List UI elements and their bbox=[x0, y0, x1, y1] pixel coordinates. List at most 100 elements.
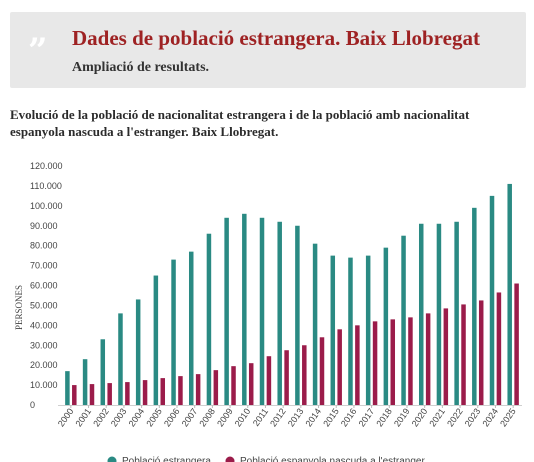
bar-estrangera bbox=[454, 221, 459, 405]
x-tick-label: 2002 bbox=[91, 406, 111, 428]
bar-espanyola bbox=[72, 385, 77, 405]
y-tick-label: 70.000 bbox=[30, 261, 58, 271]
bar-estrangera bbox=[135, 299, 141, 405]
bar-espanyola bbox=[319, 337, 325, 405]
bar-espanyola bbox=[142, 380, 148, 405]
bar-estrangera bbox=[100, 339, 106, 405]
header-box: ” Dades de població estrangera. Baix Llo… bbox=[10, 12, 526, 88]
bar-espanyola bbox=[231, 366, 236, 405]
bar-espanyola bbox=[408, 317, 413, 405]
y-tick-label: 30.000 bbox=[30, 340, 58, 350]
bar-espanyola bbox=[195, 374, 201, 405]
page-subtitle: Ampliació de resultats. bbox=[72, 60, 210, 75]
x-tick-label: 2001 bbox=[73, 406, 93, 428]
bar-estrangera bbox=[489, 195, 495, 405]
bar-espanyola bbox=[266, 356, 272, 405]
y-tick-label: 80.000 bbox=[30, 241, 58, 251]
x-tick-label: 2010 bbox=[233, 406, 253, 428]
bar-chart: 0 10.000 20.000 30.000 40.000 50.000 60.000 70.… bbox=[14, 161, 522, 462]
bar-estrangera bbox=[171, 259, 176, 405]
bar-estrangera bbox=[188, 251, 194, 405]
quote-icon: ” bbox=[28, 31, 48, 71]
y-tick-label: 100.000 bbox=[30, 201, 63, 211]
bar-estrangera bbox=[295, 225, 300, 405]
x-tick-label: 2003 bbox=[109, 406, 129, 428]
x-tick-label: 2005 bbox=[144, 406, 164, 428]
legend-marker bbox=[107, 456, 117, 462]
x-tick-label: 2019 bbox=[392, 406, 412, 428]
x-tick-label: 2018 bbox=[374, 406, 394, 428]
y-tick-label: 110.000 bbox=[30, 181, 62, 191]
bar-espanyola bbox=[443, 308, 449, 405]
legend-label: Població espanyola nascuda a l'estranger bbox=[240, 456, 425, 462]
bar-espanyola bbox=[160, 378, 166, 405]
bar-espanyola bbox=[478, 300, 484, 405]
x-tick-label: 2008 bbox=[197, 406, 217, 428]
y-axis-label: PERSONES bbox=[14, 285, 24, 330]
bar-estrangera bbox=[312, 243, 318, 405]
bar-estrangera bbox=[401, 235, 406, 405]
legend-label: Població estrangera bbox=[122, 456, 211, 462]
x-tick-label: 2004 bbox=[127, 406, 147, 428]
x-tick-label: 2012 bbox=[268, 406, 288, 428]
bar-espanyola bbox=[390, 319, 396, 405]
x-tick-label: 2007 bbox=[180, 406, 200, 428]
y-tick-label: 60.000 bbox=[30, 281, 58, 291]
x-tick-label: 2011 bbox=[251, 406, 270, 428]
bar-espanyola bbox=[284, 350, 289, 405]
bar-espanyola bbox=[355, 325, 360, 405]
bar-estrangera bbox=[472, 207, 477, 405]
bar-espanyola bbox=[337, 329, 342, 405]
y-tick-label: 0 bbox=[30, 400, 35, 410]
y-tick-label: 10.000 bbox=[30, 380, 58, 390]
bar-estrangera bbox=[82, 359, 88, 405]
bar-espanyola bbox=[213, 370, 219, 405]
bar-estrangera bbox=[153, 275, 159, 405]
bar-estrangera bbox=[436, 223, 442, 405]
bar-espanyola bbox=[461, 304, 466, 405]
x-tick-label: 2009 bbox=[215, 406, 235, 428]
x-tick-label: 2016 bbox=[339, 406, 359, 428]
bar-espanyola bbox=[178, 376, 183, 405]
bar-espanyola bbox=[514, 283, 519, 405]
bar-estrangera bbox=[330, 255, 336, 405]
bar-estrangera bbox=[348, 257, 353, 405]
bar-espanyola bbox=[248, 363, 254, 405]
bar-estrangera bbox=[418, 223, 424, 405]
y-tick-label: 40.000 bbox=[30, 320, 58, 330]
bar-estrangera bbox=[365, 255, 371, 405]
chart-title: Evolució de la població de nacionalitat … bbox=[10, 107, 470, 139]
x-tick-label: 2013 bbox=[286, 406, 306, 428]
bar-estrangera bbox=[118, 313, 123, 405]
bar-espanyola bbox=[125, 382, 130, 405]
bar-estrangera bbox=[65, 371, 70, 405]
y-tick-label: 20.000 bbox=[30, 360, 58, 370]
x-tick-label: 2015 bbox=[321, 406, 341, 428]
x-tick-label: 2000 bbox=[56, 406, 76, 428]
page-title: Dades de població estrangera. Baix Llobr… bbox=[72, 26, 480, 50]
x-tick-label: 2020 bbox=[410, 406, 430, 428]
y-tick-label: 90.000 bbox=[30, 221, 58, 231]
bar-estrangera bbox=[242, 213, 247, 405]
x-tick-label: 2024 bbox=[480, 406, 500, 428]
x-tick-label: 2014 bbox=[303, 406, 323, 428]
bar-estrangera bbox=[507, 183, 512, 405]
bar-estrangera bbox=[383, 247, 389, 405]
bar-espanyola bbox=[302, 345, 307, 405]
y-tick-label: 50.000 bbox=[30, 300, 58, 310]
bar-espanyola bbox=[107, 383, 112, 405]
x-tick-label: 2022 bbox=[445, 406, 465, 428]
bar-estrangera bbox=[224, 217, 229, 405]
y-tick-label: 120.000 bbox=[30, 161, 63, 171]
bar-estrangera bbox=[259, 217, 265, 405]
x-tick-label: 2006 bbox=[162, 406, 182, 428]
x-tick-label: 2021 bbox=[427, 406, 447, 428]
bar-espanyola bbox=[372, 321, 378, 405]
legend-marker bbox=[225, 456, 235, 462]
bar-espanyola bbox=[496, 292, 502, 405]
bar-espanyola bbox=[89, 384, 95, 405]
x-tick-label: 2023 bbox=[463, 406, 483, 428]
bar-estrangera bbox=[206, 233, 212, 405]
bar-estrangera bbox=[277, 221, 282, 405]
x-tick-label: 2017 bbox=[357, 406, 377, 428]
